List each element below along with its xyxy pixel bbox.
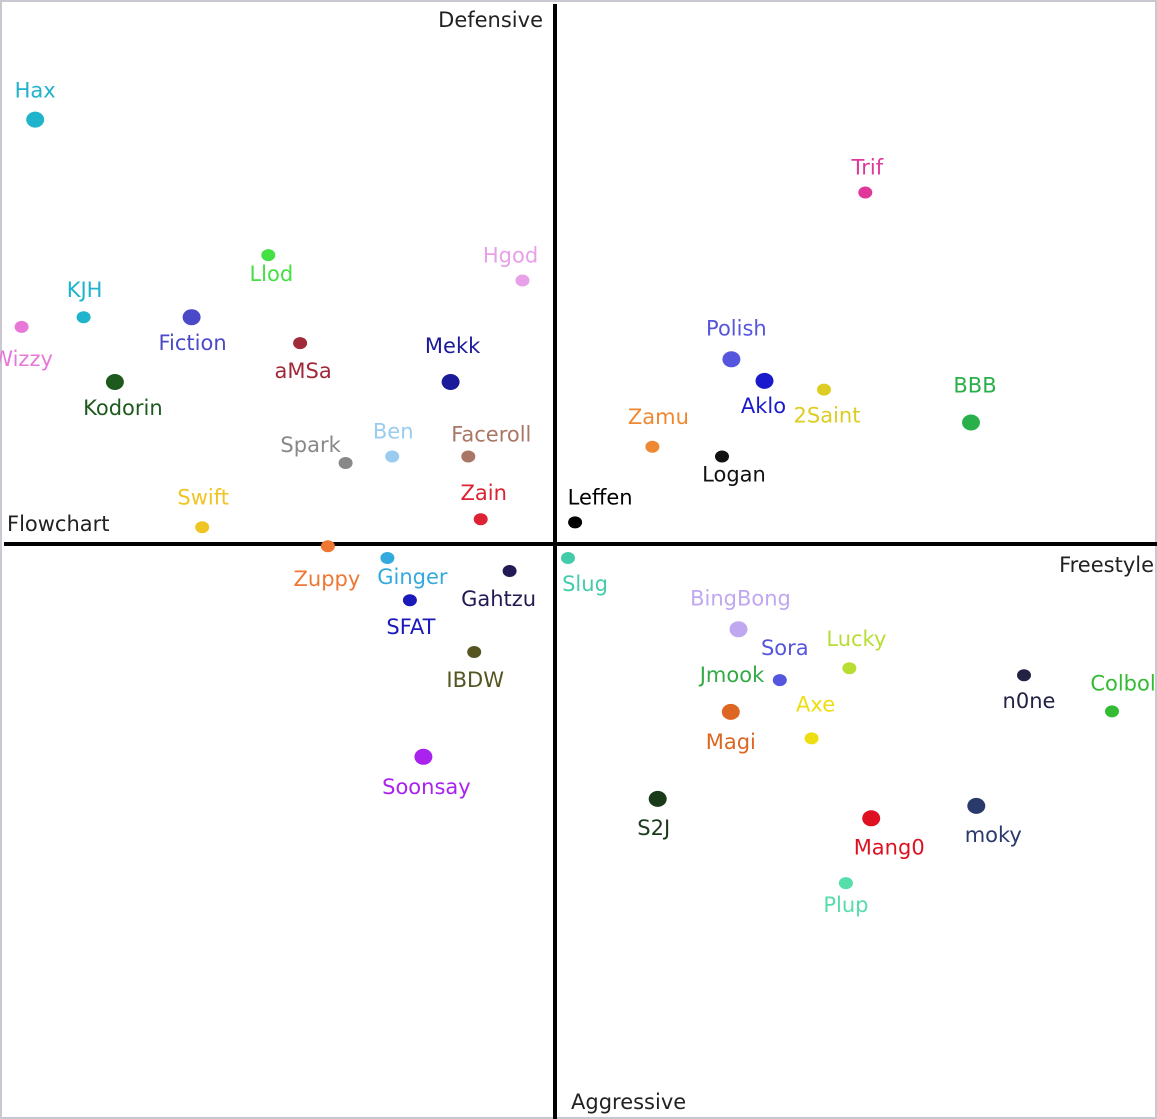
points-layer: Hax Trif Llod Hgod KJH Wizzy Fiction aMSa Mekk Ko… <box>0 79 1156 917</box>
point-label-2saint: 2Saint <box>794 404 861 428</box>
point-polish <box>722 351 741 368</box>
point-ben <box>385 450 400 463</box>
point-bingbong <box>729 621 748 638</box>
point-moky <box>967 797 986 814</box>
point-hax <box>26 111 45 128</box>
point-logan <box>715 450 729 463</box>
point-label-faceroll: Faceroll <box>451 423 531 447</box>
point-n0ne <box>1017 669 1031 682</box>
point-axe <box>804 732 819 745</box>
point-bbb <box>962 414 980 431</box>
point-colbol <box>1105 705 1119 718</box>
point-label-hax: Hax <box>15 79 56 103</box>
point-zamu <box>645 440 660 453</box>
point-label-hgod: Hgod <box>483 244 538 268</box>
point-label-mekk: Mekk <box>425 334 481 358</box>
point-label-wizzy: Wizzy <box>0 347 53 371</box>
point-label-logan: Logan <box>702 463 766 487</box>
point-label-axe: Axe <box>796 692 835 716</box>
point-amsa <box>293 337 308 350</box>
point-wizzy <box>14 320 29 333</box>
point-label-colbol: Colbol <box>1090 671 1155 695</box>
point-label-amsa: aMSa <box>275 359 332 383</box>
point-label-kodorin: Kodorin <box>83 396 163 420</box>
point-label-trif: Trif <box>850 156 883 180</box>
point-label-polish: Polish <box>706 316 767 340</box>
point-aklo <box>755 372 774 389</box>
point-kjh <box>76 311 91 324</box>
point-label-spark: Spark <box>280 433 341 457</box>
point-zuppy <box>320 540 335 553</box>
point-label-magi: Magi <box>706 730 756 754</box>
point-2saint <box>817 383 831 396</box>
point-llod <box>261 249 276 262</box>
point-label-llod: Llod <box>249 262 293 286</box>
point-label-ben: Ben <box>373 420 414 444</box>
point-zain <box>473 513 488 526</box>
point-label-gahtzu: Gahtzu <box>461 587 536 611</box>
point-label-ginger: Ginger <box>377 565 448 589</box>
point-plup <box>838 877 853 890</box>
point-swift <box>195 521 210 534</box>
point-label-fiction: Fiction <box>159 331 227 355</box>
point-ginger <box>380 552 395 564</box>
point-label-n0ne: n0ne <box>1003 689 1056 713</box>
point-label-kjh: KJH <box>67 278 103 302</box>
point-label-sora: Sora <box>761 636 809 660</box>
axis-label-aggressive: Aggressive <box>571 1090 686 1114</box>
point-lucky <box>842 662 857 675</box>
point-s2j <box>648 790 667 807</box>
point-kodorin <box>105 374 124 390</box>
axis-label-defensive: Defensive <box>438 8 543 32</box>
point-soonsay <box>414 748 433 765</box>
point-label-lucky: Lucky <box>826 627 886 651</box>
point-leffen <box>568 516 583 529</box>
point-label-zain: Zain <box>460 481 506 505</box>
point-label-jmook: Jmook <box>698 663 765 687</box>
point-mekk <box>441 374 460 390</box>
point-spark <box>338 457 353 469</box>
point-label-leffen: Leffen <box>568 485 633 509</box>
point-label-mang0: Mang0 <box>854 835 925 859</box>
point-ibdw <box>467 646 482 658</box>
point-sora <box>772 674 787 687</box>
point-gahtzu <box>502 565 517 577</box>
point-mang0 <box>862 810 881 827</box>
point-label-bingbong: BingBong <box>690 586 791 610</box>
axis-label-flowchart: Flowchart <box>7 512 110 536</box>
point-label-slug: Slug <box>562 572 608 596</box>
point-hgod <box>515 274 530 287</box>
point-label-zamu: Zamu <box>628 405 689 429</box>
point-faceroll <box>461 450 476 463</box>
point-label-zuppy: Zuppy <box>294 567 361 591</box>
point-magi <box>721 703 740 720</box>
point-fiction <box>182 309 201 326</box>
point-label-plup: Plup <box>823 893 868 917</box>
point-label-aklo: Aklo <box>741 394 786 418</box>
point-trif <box>858 186 873 199</box>
point-label-ibdw: IBDW <box>446 668 504 692</box>
point-label-moky: moky <box>965 823 1022 847</box>
point-label-swift: Swift <box>177 485 229 509</box>
point-label-bbb: BBB <box>953 374 996 398</box>
point-label-sfat: SFAT <box>386 615 435 639</box>
point-label-soonsay: Soonsay <box>382 775 471 799</box>
point-sfat <box>402 594 417 607</box>
point-label-s2j: S2J <box>637 816 670 840</box>
axis-label-freestyle: Freestyle <box>1059 553 1154 577</box>
point-slug <box>561 552 575 564</box>
